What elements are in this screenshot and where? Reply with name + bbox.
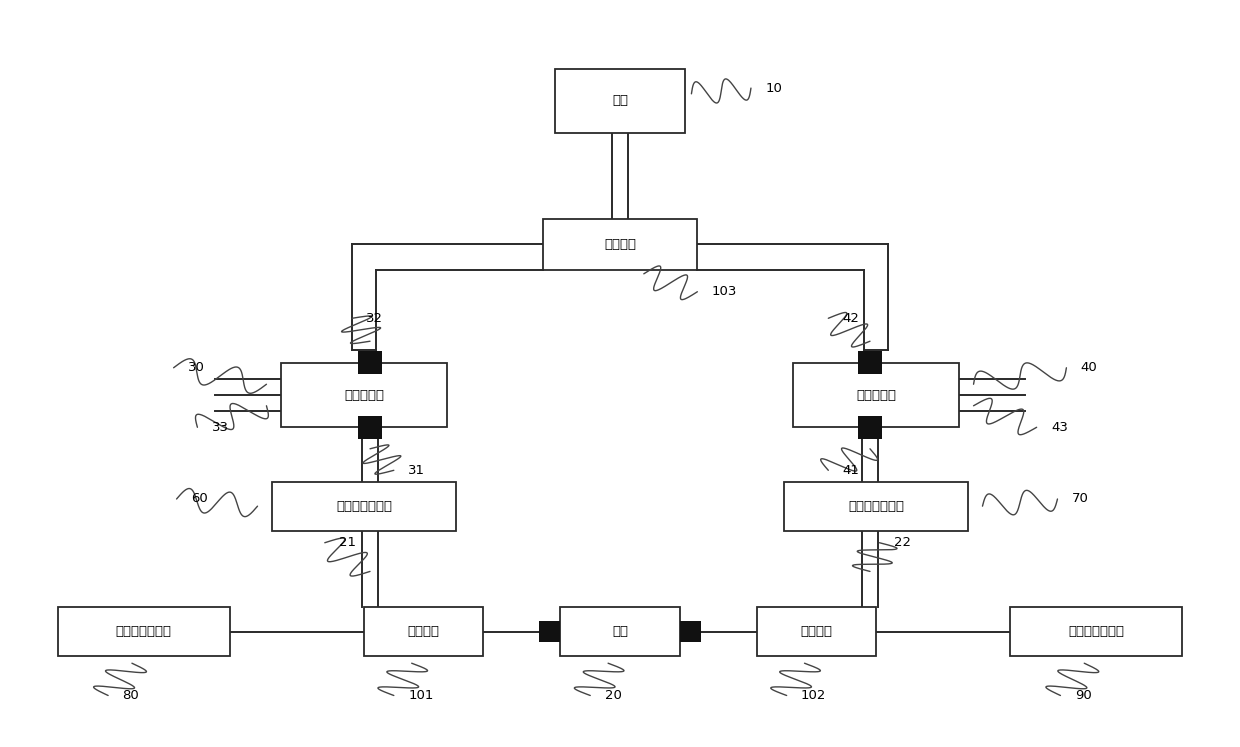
Text: 40: 40 bbox=[1081, 362, 1097, 374]
Text: 第三接头: 第三接头 bbox=[604, 238, 636, 251]
Text: 43: 43 bbox=[1052, 421, 1068, 434]
Text: 90: 90 bbox=[1075, 689, 1091, 702]
Text: 第二接头: 第二接头 bbox=[800, 625, 832, 638]
Text: 第一方向阀: 第一方向阀 bbox=[343, 388, 384, 402]
Text: 41: 41 bbox=[843, 464, 859, 477]
Bar bbox=[858, 416, 882, 438]
Text: 第一接头: 第一接头 bbox=[408, 625, 440, 638]
Text: 80: 80 bbox=[123, 689, 139, 702]
Text: 60: 60 bbox=[191, 492, 207, 506]
Text: 70: 70 bbox=[1071, 492, 1089, 506]
Bar bbox=[858, 351, 882, 374]
Bar bbox=[1009, 607, 1183, 656]
Bar bbox=[358, 416, 382, 438]
Text: 第一流量传感器: 第一流量传感器 bbox=[336, 500, 392, 512]
Text: 42: 42 bbox=[843, 311, 859, 325]
Text: 102: 102 bbox=[801, 689, 826, 702]
Bar bbox=[539, 621, 560, 642]
Text: 21: 21 bbox=[339, 536, 356, 549]
Text: 第二流量传感器: 第二流量传感器 bbox=[848, 500, 904, 512]
Text: 31: 31 bbox=[408, 464, 425, 477]
Text: 103: 103 bbox=[712, 285, 737, 298]
Bar bbox=[554, 69, 686, 133]
Bar bbox=[280, 363, 448, 427]
Text: 22: 22 bbox=[894, 536, 911, 549]
Text: 第二压力传感器: 第二压力传感器 bbox=[1068, 625, 1125, 638]
Text: 30: 30 bbox=[188, 362, 205, 374]
Text: 10: 10 bbox=[765, 81, 782, 95]
Bar bbox=[365, 607, 484, 656]
Bar bbox=[784, 482, 968, 530]
Bar bbox=[792, 363, 960, 427]
Bar bbox=[272, 482, 456, 530]
Text: 20: 20 bbox=[605, 689, 621, 702]
Text: 32: 32 bbox=[367, 311, 383, 325]
Bar bbox=[680, 621, 701, 642]
Text: 101: 101 bbox=[408, 689, 434, 702]
Text: 第一压力传感器: 第一压力传感器 bbox=[115, 625, 172, 638]
Text: 气泵: 气泵 bbox=[613, 625, 627, 638]
Text: 气囊: 气囊 bbox=[613, 94, 627, 108]
Bar bbox=[756, 607, 875, 656]
Bar bbox=[358, 351, 382, 374]
Bar bbox=[560, 607, 680, 656]
Bar bbox=[57, 607, 231, 656]
Text: 33: 33 bbox=[212, 421, 228, 434]
Bar bbox=[543, 219, 697, 270]
Text: 第二方向阀: 第二方向阀 bbox=[856, 388, 897, 402]
